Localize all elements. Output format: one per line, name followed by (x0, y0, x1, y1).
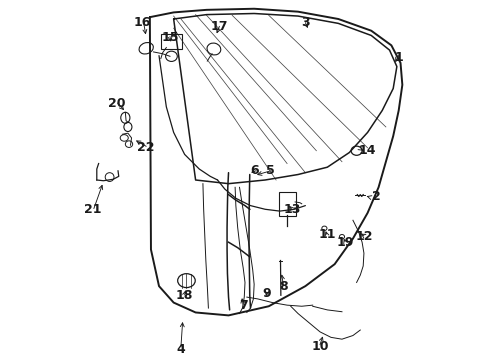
Text: 21: 21 (84, 203, 102, 216)
Text: 7: 7 (239, 299, 247, 312)
Text: 8: 8 (279, 280, 288, 293)
Text: 15: 15 (161, 31, 179, 44)
Text: 19: 19 (336, 236, 354, 249)
Text: 13: 13 (284, 203, 301, 216)
Text: 6: 6 (250, 165, 258, 177)
Text: 5: 5 (266, 165, 275, 177)
Text: 22: 22 (138, 140, 155, 154)
Text: 11: 11 (318, 228, 336, 242)
Text: 9: 9 (263, 287, 271, 300)
Text: 12: 12 (355, 230, 373, 243)
Text: 16: 16 (134, 16, 151, 29)
Text: 20: 20 (108, 96, 125, 110)
Text: 10: 10 (311, 340, 329, 353)
Text: 14: 14 (359, 144, 376, 157)
Text: 18: 18 (176, 289, 194, 302)
Text: 2: 2 (372, 190, 381, 203)
Text: 1: 1 (394, 51, 403, 64)
Text: 3: 3 (301, 16, 310, 29)
Text: 4: 4 (176, 343, 185, 356)
Text: 17: 17 (211, 20, 228, 33)
